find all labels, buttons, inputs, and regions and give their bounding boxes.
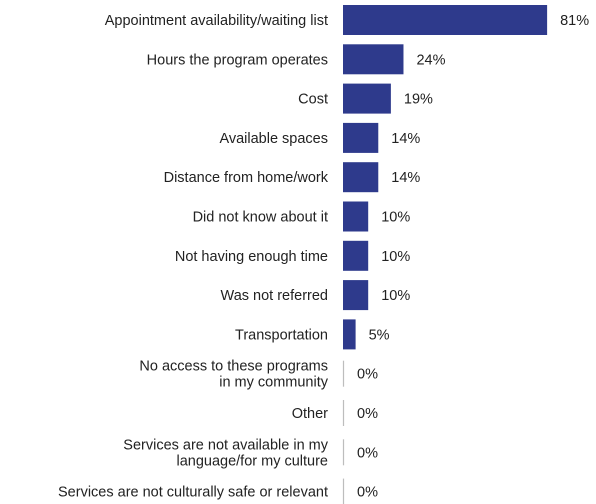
value-label: 0% <box>357 367 378 383</box>
category-label: Was not referred <box>221 288 328 304</box>
bar <box>343 122 379 153</box>
value-label: 24% <box>416 52 445 68</box>
category-label: Other <box>292 406 328 422</box>
value-label: 5% <box>369 327 390 343</box>
value-label: 0% <box>357 485 378 501</box>
category-label-line: Other <box>292 406 328 422</box>
bar <box>343 44 404 75</box>
category-label: Services are not available in my language… <box>123 437 328 469</box>
value-label: 0% <box>357 445 378 461</box>
category-label-line: Distance from home/work <box>164 170 329 186</box>
category-label: Hours the program operates <box>147 52 328 68</box>
category-label-line: Services are not available in my <box>123 437 328 453</box>
category-label-line: Appointment availability/waiting list <box>105 13 328 29</box>
bar <box>343 162 379 193</box>
value-label: 10% <box>381 249 410 265</box>
category-label-line: Was not referred <box>221 288 328 304</box>
value-label: 14% <box>391 131 420 147</box>
value-label: 19% <box>404 92 433 108</box>
value-label: 14% <box>391 170 420 186</box>
bar <box>343 280 369 311</box>
category-label-line: Transportation <box>235 327 328 343</box>
category-label-line: No access to these programs <box>139 359 328 375</box>
category-label-line: Did not know about it <box>193 210 328 226</box>
bar <box>343 5 548 35</box>
bar <box>343 240 369 271</box>
category-label: Did not know about it <box>193 210 328 226</box>
category-label-line: Cost <box>298 92 328 108</box>
category-label: Services are not culturally safe or rele… <box>58 485 328 501</box>
category-label-line: Services are not culturally safe or rele… <box>58 485 328 501</box>
bar <box>343 201 369 232</box>
value-label: 10% <box>381 288 410 304</box>
value-label: 10% <box>381 210 410 226</box>
value-label: 81% <box>560 13 589 29</box>
category-label: Transportation <box>235 327 328 343</box>
category-label-line: language/for my culture <box>176 453 328 469</box>
category-label: No access to these programs in my communi… <box>139 359 328 391</box>
category-label: Cost <box>298 92 328 108</box>
category-label: Available spaces <box>219 131 328 147</box>
category-label-line: Not having enough time <box>175 249 328 265</box>
category-label: Distance from home/work <box>164 170 329 186</box>
bar <box>343 319 356 350</box>
category-label: Appointment availability/waiting list <box>105 13 328 29</box>
value-label: 0% <box>357 406 378 422</box>
category-label: Not having enough time <box>175 249 328 265</box>
category-label-line: Available spaces <box>219 131 328 147</box>
category-label-line: Hours the program operates <box>147 52 328 68</box>
category-label-line: in my community <box>219 375 329 391</box>
bar <box>343 83 391 114</box>
